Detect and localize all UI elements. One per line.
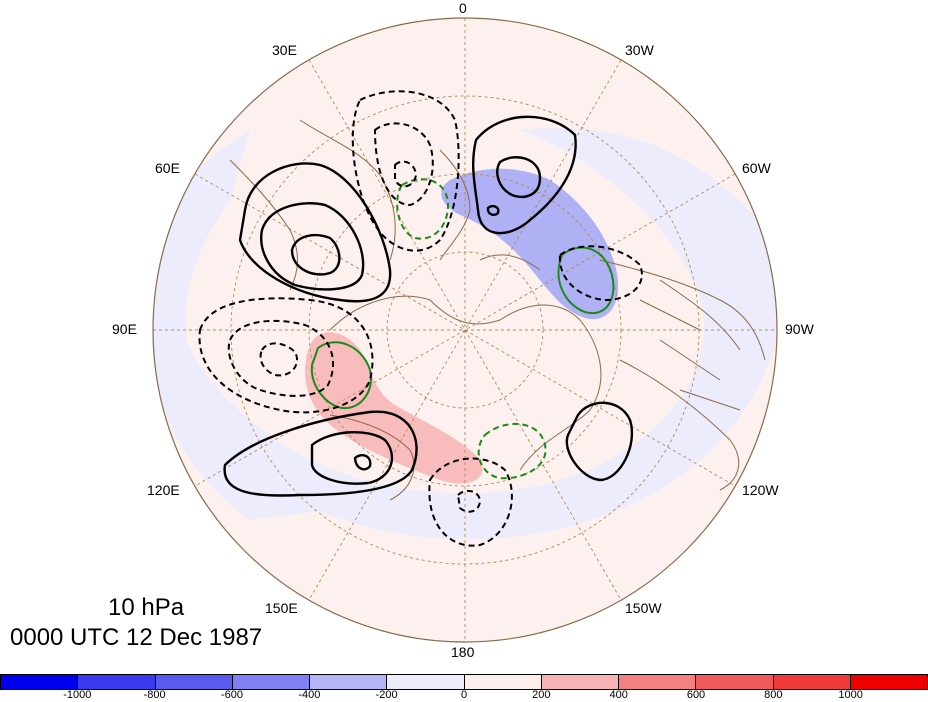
colorbar-segment [1, 675, 79, 689]
globe-border [152, 17, 778, 643]
colorbar-segment [696, 675, 774, 689]
colorbar-segment [464, 675, 542, 689]
colorbar-tick-label: 1000 [838, 689, 863, 701]
green-contour-dashed-2 [477, 422, 547, 480]
lon-label-60w: 60W [742, 160, 771, 176]
negative-shading-medium [441, 168, 619, 320]
green-contour-dashed-1 [396, 178, 450, 240]
lon-label-30w: 30W [625, 42, 654, 58]
graticule [153, 18, 777, 642]
lon-label-150w: 150W [625, 600, 662, 616]
lon-label-90w: 90W [785, 321, 814, 337]
colorbar-segment [619, 675, 697, 689]
colorbar-tick-label: 600 [686, 689, 706, 701]
coastlines [229, 119, 766, 501]
colorbar-tick-label: -200 [375, 689, 398, 701]
colorbar-segment [541, 675, 619, 689]
lon-label-0: 0 [459, 0, 467, 16]
colorbar-tick-label: -800 [143, 689, 166, 701]
lon-label-30e: 30E [272, 42, 297, 58]
lon-label-90e: 90E [112, 321, 137, 337]
green-contours [310, 178, 615, 480]
colorbar-tick-label: 400 [609, 689, 628, 701]
colorbar-segment [850, 675, 927, 689]
negative-contours [198, 90, 643, 547]
lon-label-150e: 150E [265, 600, 298, 616]
green-contour-solid-2 [310, 341, 372, 410]
colorbar-segment [773, 675, 851, 689]
positive-contours [223, 115, 634, 497]
colorbar-tick-label: -400 [298, 689, 321, 701]
colorbar-segment [78, 675, 156, 689]
positive-shading [305, 332, 483, 484]
colorbar-segment [387, 675, 465, 689]
lon-label-120w: 120W [742, 482, 779, 498]
colorbar-tick-label: 800 [764, 689, 783, 701]
colorbar-segment [155, 675, 233, 689]
lon-label-120e: 120E [147, 482, 180, 498]
colorbar-segment [310, 675, 388, 689]
colorbar [0, 674, 928, 690]
negative-shading-light-2 [153, 130, 330, 520]
lon-label-60e: 60E [155, 160, 180, 176]
colorbar-tick-label: 0 [460, 689, 468, 701]
valid-time-label: 0000 UTC 12 Dec 1987 [10, 624, 263, 651]
green-contour-solid-1 [557, 246, 615, 315]
colorbar-segment [232, 675, 310, 689]
pressure-level-label: 10 hPa [108, 594, 185, 621]
lon-label-180: 180 [451, 644, 475, 660]
colorbar-tick-label: 200 [532, 689, 551, 701]
colorbar-tick-label: -600 [220, 689, 244, 701]
colorbar-tick-label: -1000 [63, 689, 92, 701]
